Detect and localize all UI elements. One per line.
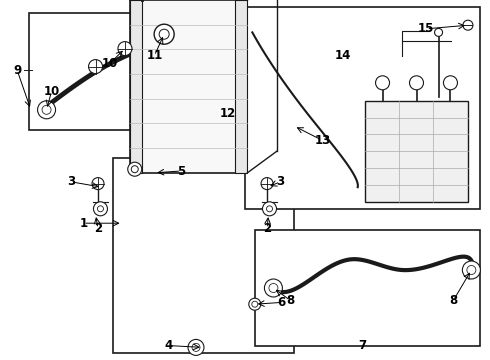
Text: 15: 15 [418, 22, 435, 35]
Text: 11: 11 [146, 49, 163, 62]
Bar [255, 230, 480, 346]
Text: 4: 4 [165, 339, 173, 352]
Text: 14: 14 [335, 49, 351, 62]
Circle shape [128, 162, 142, 176]
Bar [365, 101, 468, 202]
Circle shape [269, 284, 278, 292]
Text: 12: 12 [220, 107, 236, 120]
Text: 8: 8 [287, 294, 294, 307]
Circle shape [94, 202, 107, 216]
Bar [113, 158, 294, 353]
Circle shape [118, 42, 132, 55]
Text: 7: 7 [359, 339, 367, 352]
Circle shape [92, 177, 104, 190]
Text: 13: 13 [314, 134, 331, 147]
Bar [130, 0, 247, 173]
Circle shape [261, 177, 273, 190]
Circle shape [89, 60, 102, 73]
Circle shape [154, 24, 174, 44]
Circle shape [267, 206, 272, 212]
Circle shape [42, 105, 51, 114]
Circle shape [249, 298, 261, 310]
Circle shape [375, 76, 390, 90]
Text: 5: 5 [177, 165, 185, 177]
Text: 6: 6 [278, 296, 286, 309]
Circle shape [410, 76, 423, 90]
Bar [130, 0, 142, 173]
Circle shape [463, 261, 480, 279]
Text: 1: 1 [79, 217, 87, 230]
Bar [235, 0, 247, 173]
Bar [245, 7, 480, 209]
Circle shape [159, 29, 169, 39]
Text: 2: 2 [94, 222, 102, 235]
Circle shape [98, 206, 103, 212]
Circle shape [467, 266, 476, 274]
Text: 8: 8 [449, 294, 457, 307]
Text: 3: 3 [67, 175, 75, 188]
Bar [29, 13, 186, 130]
Text: 2: 2 [263, 222, 271, 235]
Circle shape [435, 28, 442, 36]
Text: 3: 3 [276, 175, 284, 188]
Text: 9: 9 [13, 64, 21, 77]
Circle shape [131, 166, 138, 173]
Circle shape [443, 76, 458, 90]
Text: 10: 10 [102, 57, 119, 69]
Circle shape [263, 202, 276, 216]
Circle shape [38, 101, 55, 119]
Circle shape [463, 20, 473, 30]
Text: 10: 10 [43, 85, 60, 98]
Circle shape [265, 279, 282, 297]
Circle shape [188, 339, 204, 355]
Circle shape [252, 301, 258, 307]
Circle shape [192, 343, 200, 351]
